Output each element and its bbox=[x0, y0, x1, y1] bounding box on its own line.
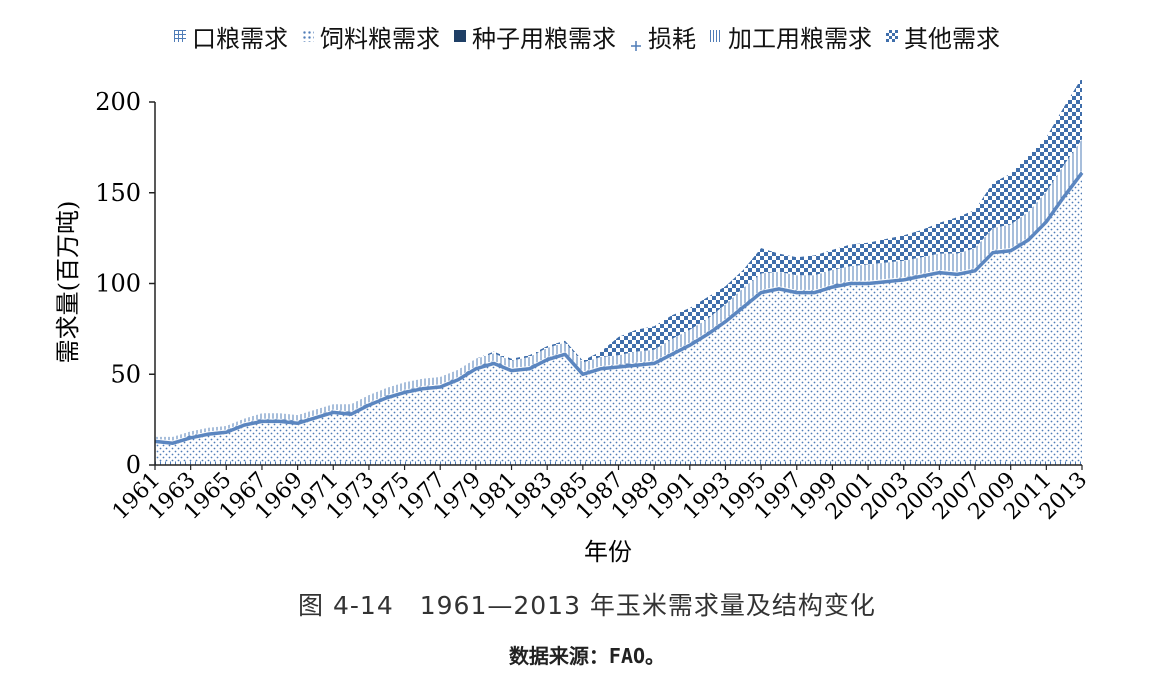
legend-label: 种子用粮需求 bbox=[472, 24, 616, 53]
legend-item-5: 加工用粮需求 bbox=[710, 19, 872, 54]
y-axis-title: 需求量(百万吨) bbox=[54, 201, 82, 364]
y-tick-label: 100 bbox=[95, 270, 141, 298]
legend-item-2: 饲料粮需求 bbox=[302, 19, 440, 54]
data-source-note: 数据来源：FAO。 bbox=[508, 644, 666, 668]
y-tick-label: 200 bbox=[95, 88, 141, 116]
figure-caption: 图 4-14 1961—2013 年玉米需求量及结构变化 bbox=[298, 591, 876, 620]
feed-demand-line bbox=[154, 171, 1084, 445]
legend-swatch-plus bbox=[630, 30, 642, 51]
legend-item-1: 口粮需求 bbox=[174, 19, 288, 54]
legend-swatch-grid bbox=[174, 30, 186, 42]
y-tick-label: 50 bbox=[110, 360, 141, 388]
legend-swatch-vlines bbox=[710, 30, 722, 42]
legend-label: 其他需求 bbox=[904, 24, 1000, 53]
legend: 口粮需求 饲料粮需求 种子用粮需求 损耗 加工用粮需求 其他需求 bbox=[0, 18, 1174, 54]
legend-swatch-checker bbox=[886, 30, 898, 42]
y-tick-label: 150 bbox=[95, 179, 141, 207]
y-ticks: 0 50 100 150 200 bbox=[95, 88, 155, 479]
legend-label: 口粮需求 bbox=[192, 24, 288, 53]
legend-item-4: 损耗 bbox=[630, 19, 696, 54]
x-axis-title: 年份 bbox=[584, 538, 632, 566]
legend-item-6: 其他需求 bbox=[886, 19, 1000, 54]
area-series-1 bbox=[155, 461, 1082, 465]
area-series-6 bbox=[155, 77, 1082, 437]
legend-label: 损耗 bbox=[648, 24, 696, 53]
legend-swatch-dots bbox=[302, 30, 314, 42]
x-ticks: 1961196319651967196919711973197519771979… bbox=[108, 465, 1092, 525]
legend-label: 加工用粮需求 bbox=[728, 24, 872, 53]
legend-item-3: 种子用粮需求 bbox=[454, 19, 616, 54]
y-tick-label: 0 bbox=[126, 451, 141, 479]
area-series-2 bbox=[155, 172, 1082, 462]
legend-label: 饲料粮需求 bbox=[320, 24, 440, 53]
legend-swatch-solid bbox=[454, 30, 466, 42]
line-layer bbox=[154, 171, 1084, 445]
areas-layer bbox=[155, 77, 1082, 465]
